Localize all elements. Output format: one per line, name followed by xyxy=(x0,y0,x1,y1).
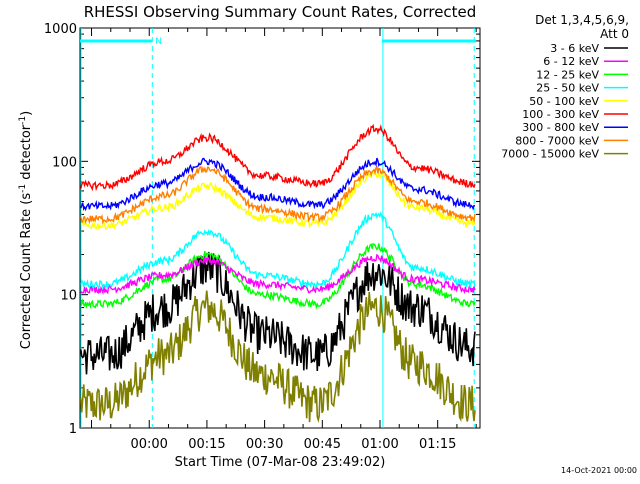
x-tick-label: 00:45 xyxy=(304,437,341,452)
legend-label: 12 - 25 keV xyxy=(536,68,599,81)
series-line-1 xyxy=(80,253,476,296)
series-line-8 xyxy=(80,290,476,423)
x-axis: 00:00 00:15 00:30 00:45 01:00 01:15 xyxy=(91,28,477,452)
series-line-2 xyxy=(80,242,476,310)
plot-frame xyxy=(79,27,481,429)
plot-area xyxy=(79,27,481,429)
y-axis: 1 10 100 1000 xyxy=(44,22,480,437)
legend-label: 3 - 6 keV xyxy=(550,42,599,55)
x-axis-label: Start Time (07-Mar-08 23:49:02) xyxy=(175,455,386,470)
x-tick-label: 00:00 xyxy=(130,437,167,452)
series-line-5 xyxy=(80,123,476,192)
series-line-3 xyxy=(80,211,476,291)
series-line-0 xyxy=(80,251,476,375)
x-tick-label: 00:30 xyxy=(246,437,283,452)
series-layer xyxy=(80,123,476,423)
legend-header-line2: Att 0 xyxy=(600,27,629,41)
legend-label: 300 - 800 keV xyxy=(522,121,599,134)
x-tick-label: 01:00 xyxy=(361,437,398,452)
chart-title: RHESSI Observing Summary Count Rates, Co… xyxy=(84,3,477,21)
legend-label: 6 - 12 keV xyxy=(543,55,599,68)
x-tick-label: 00:15 xyxy=(188,437,225,452)
y-tick-label: 10 xyxy=(60,289,77,304)
y-tick-label: 100 xyxy=(52,155,77,170)
footer-timestamp: 14-Oct-2021 00:00 xyxy=(561,466,637,475)
night-label: N xyxy=(155,37,162,47)
legend-label: 800 - 7000 keV xyxy=(515,134,599,147)
legend-label: 25 - 50 keV xyxy=(536,82,599,95)
y-axis-label: Corrected Count Rate (s-1 detector-1) xyxy=(18,111,34,349)
legend-label: 100 - 300 keV xyxy=(522,108,599,121)
annotations-layer: N xyxy=(80,28,477,428)
y-tick-label: 1 xyxy=(69,422,77,437)
legend-label: 50 - 100 keV xyxy=(529,95,599,108)
y-tick-label: 1000 xyxy=(44,22,77,37)
legend-header-line1: Det 1,3,4,5,6,9, xyxy=(535,13,629,27)
legend-label: 7000 - 15000 keV xyxy=(501,148,599,161)
x-tick-label: 01:15 xyxy=(419,437,456,452)
series-line-6 xyxy=(80,157,476,212)
series-line-7 xyxy=(80,165,476,225)
series-line-4 xyxy=(80,169,476,231)
